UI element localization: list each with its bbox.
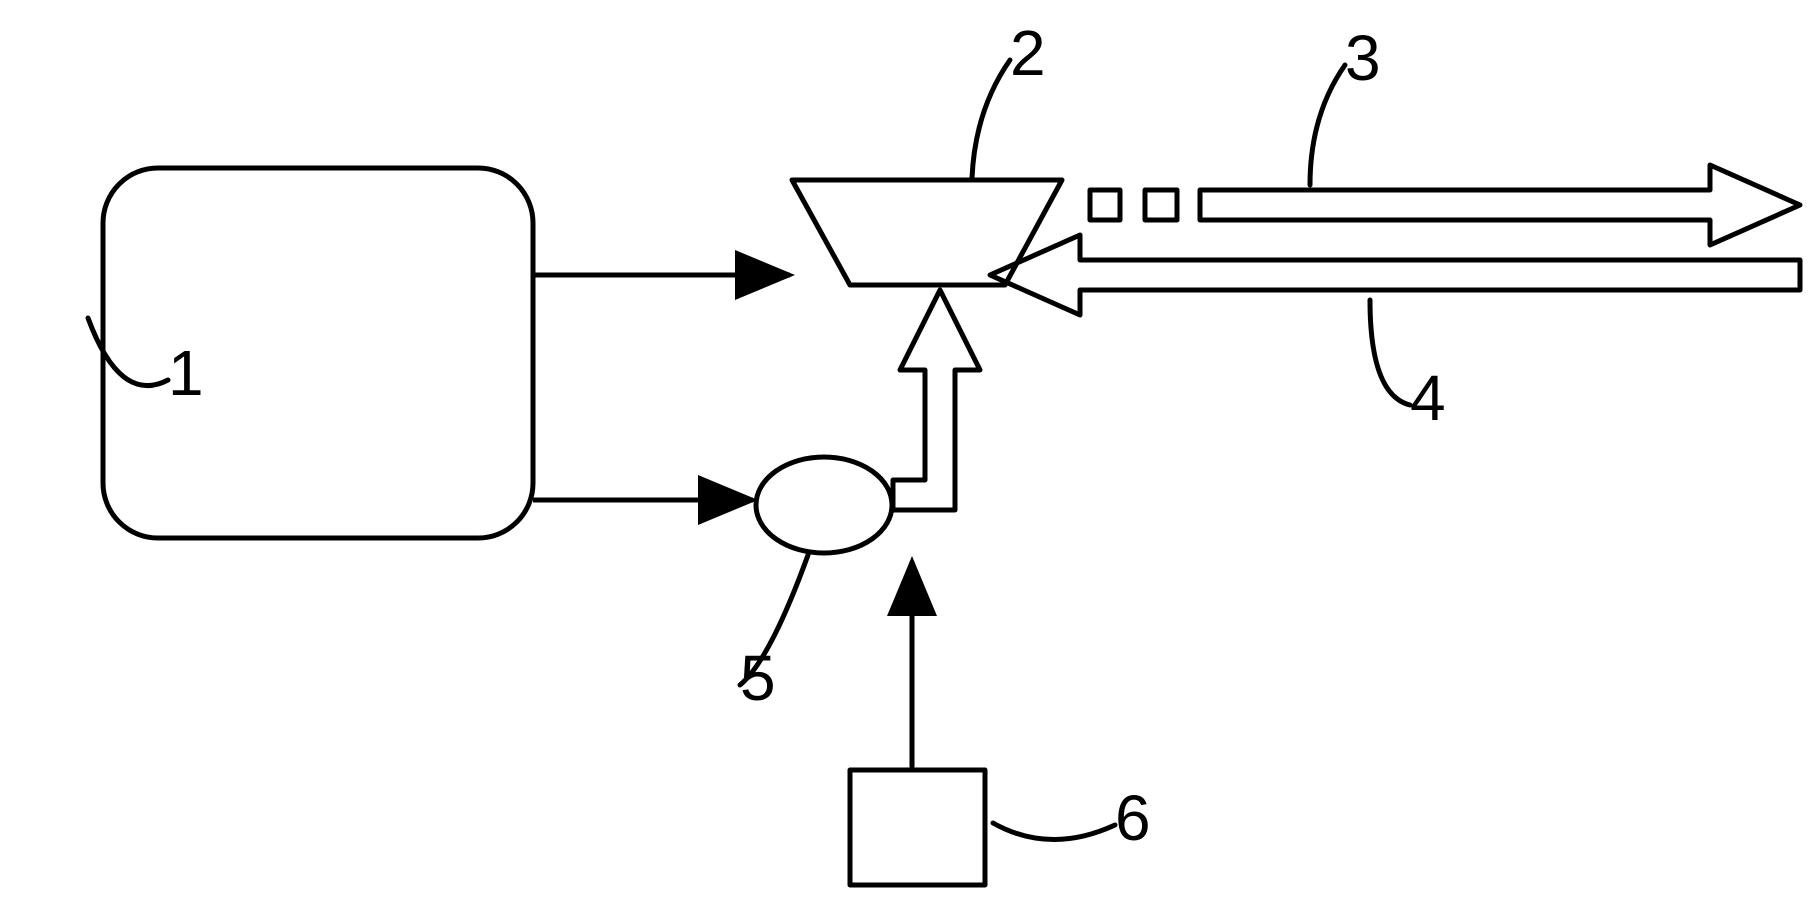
dash-segment — [1145, 190, 1177, 220]
diagram-canvas: 1 2 3 4 5 6 — [0, 0, 1818, 921]
label-leader-6 — [993, 823, 1115, 840]
label-leader-2 — [972, 60, 1010, 178]
elbow-up — [893, 290, 980, 510]
dash-segment — [1090, 190, 1120, 220]
label-2: 2 — [1010, 17, 1046, 89]
label-leader-4 — [1370, 300, 1410, 405]
in-arrow-4 — [990, 235, 1800, 315]
label-5: 5 — [740, 642, 776, 714]
label-6: 6 — [1115, 782, 1151, 854]
label-leader-1 — [88, 318, 168, 386]
turbine — [792, 180, 1062, 285]
label-3: 3 — [1345, 22, 1381, 94]
out-arrow-3 — [1200, 165, 1800, 245]
label-4: 4 — [1410, 362, 1446, 434]
label-1: 1 — [168, 337, 204, 409]
pump — [756, 457, 892, 553]
label-leader-3 — [1310, 65, 1345, 185]
tank — [850, 770, 985, 885]
